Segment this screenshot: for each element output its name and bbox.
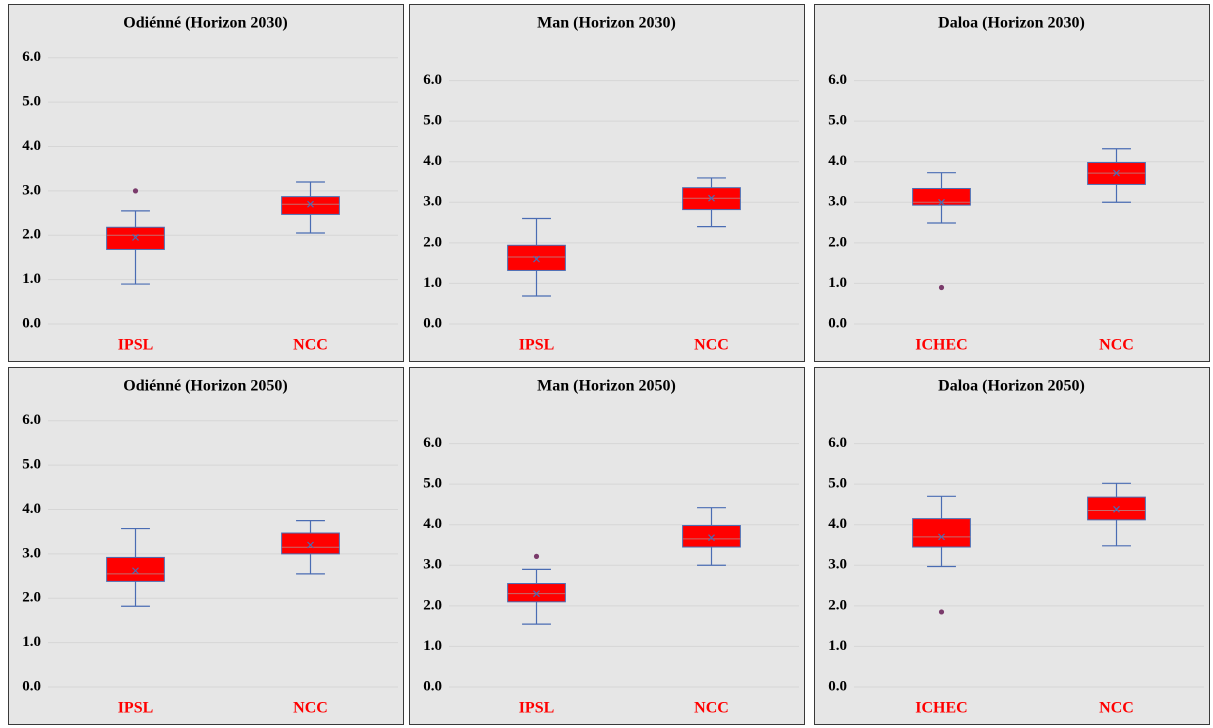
chart-title: Odiénné (Horizon 2030): [123, 15, 287, 32]
x-tick-label: NCC: [1099, 700, 1134, 717]
y-tick-label: 5.0: [828, 113, 847, 129]
outlier: [938, 609, 945, 615]
y-tick-label: 5.0: [423, 476, 442, 492]
y-tick-label: 1.0: [423, 638, 442, 654]
chart-title: Man (Horizon 2030): [537, 15, 676, 32]
box: [912, 187, 971, 206]
x-tick-label: NCC: [293, 337, 328, 354]
x-tick-label: IPSL: [118, 700, 154, 717]
y-tick-label: 0.0: [828, 315, 847, 331]
mean-marker: [1113, 505, 1120, 513]
y-tick-label: 2.0: [828, 234, 847, 250]
mean-marker: [708, 534, 715, 542]
y-tick-label: 3.0: [22, 182, 41, 198]
y-tick-label: 1.0: [22, 271, 41, 287]
y-tick-label: 5.0: [423, 113, 442, 129]
chart-title: Man (Horizon 2050): [537, 378, 676, 395]
y-tick-label: 4.0: [22, 138, 41, 154]
y-tick-label: 3.0: [423, 557, 442, 573]
mean-marker: [533, 255, 540, 263]
y-tick-label: 1.0: [22, 634, 41, 650]
y-tick-label: 6.0: [22, 49, 41, 65]
chart-title: Odiénné (Horizon 2050): [123, 378, 287, 395]
chart-title: Daloa (Horizon 2030): [938, 15, 1085, 32]
y-tick-label: 4.0: [423, 153, 442, 169]
y-tick-label: 2.0: [22, 590, 41, 606]
y-tick-label: 0.0: [22, 678, 41, 694]
x-tick-label: NCC: [1099, 337, 1134, 354]
y-tick-label: 3.0: [22, 545, 41, 561]
box: [507, 244, 566, 271]
y-tick-label: 3.0: [828, 557, 847, 573]
y-tick-label: 2.0: [423, 597, 442, 613]
y-tick-label: 6.0: [423, 435, 442, 451]
box: [281, 196, 340, 215]
mean-marker: [533, 590, 540, 598]
mean-marker: [132, 567, 139, 575]
outlier: [533, 553, 540, 559]
y-tick-label: 4.0: [828, 516, 847, 532]
mean-marker: [132, 234, 139, 241]
chart-title: Daloa (Horizon 2050): [938, 378, 1085, 395]
panel: [409, 367, 805, 725]
x-tick-label: IPSL: [519, 337, 555, 354]
y-tick-label: 0.0: [22, 315, 41, 331]
mean-marker: [307, 541, 314, 549]
mean-marker: [1113, 169, 1120, 177]
box: [682, 525, 741, 548]
mean-marker: [938, 198, 945, 206]
y-tick-label: 0.0: [423, 315, 442, 331]
y-tick-label: 6.0: [22, 412, 41, 428]
panel: [409, 4, 805, 362]
x-tick-label: ICHEC: [915, 700, 967, 717]
y-tick-label: 6.0: [423, 72, 442, 88]
y-tick-label: 1.0: [828, 638, 847, 654]
y-tick-label: 3.0: [828, 194, 847, 210]
y-tick-label: 0.0: [828, 678, 847, 694]
y-tick-label: 4.0: [22, 501, 41, 517]
box: [106, 226, 165, 250]
box: [912, 518, 971, 548]
panel: [814, 367, 1210, 725]
y-tick-label: 1.0: [828, 275, 847, 291]
x-tick-label: IPSL: [519, 700, 555, 717]
mean-marker: [307, 200, 314, 208]
y-tick-label: 5.0: [828, 476, 847, 492]
x-tick-label: NCC: [694, 700, 729, 717]
box: [507, 583, 566, 603]
box: [281, 532, 340, 555]
y-tick-label: 2.0: [22, 227, 41, 243]
y-tick-label: 3.0: [423, 194, 442, 210]
mean-marker: [708, 194, 715, 202]
x-tick-label: IPSL: [118, 337, 154, 354]
y-tick-label: 6.0: [828, 72, 847, 88]
mean-marker: [938, 533, 945, 541]
y-tick-label: 1.0: [423, 275, 442, 291]
box: [106, 556, 165, 582]
outlier: [938, 284, 945, 291]
y-tick-label: 2.0: [423, 234, 442, 250]
y-tick-label: 5.0: [22, 94, 41, 110]
panel: [8, 4, 404, 362]
y-tick-label: 0.0: [423, 678, 442, 694]
x-tick-label: NCC: [293, 700, 328, 717]
y-tick-label: 5.0: [22, 457, 41, 473]
y-tick-label: 4.0: [828, 153, 847, 169]
outlier: [132, 188, 139, 194]
y-tick-label: 6.0: [828, 435, 847, 451]
y-tick-label: 2.0: [828, 597, 847, 613]
panel: [814, 4, 1210, 362]
x-tick-label: ICHEC: [915, 337, 967, 354]
y-tick-label: 4.0: [423, 516, 442, 532]
x-tick-label: NCC: [694, 337, 729, 354]
